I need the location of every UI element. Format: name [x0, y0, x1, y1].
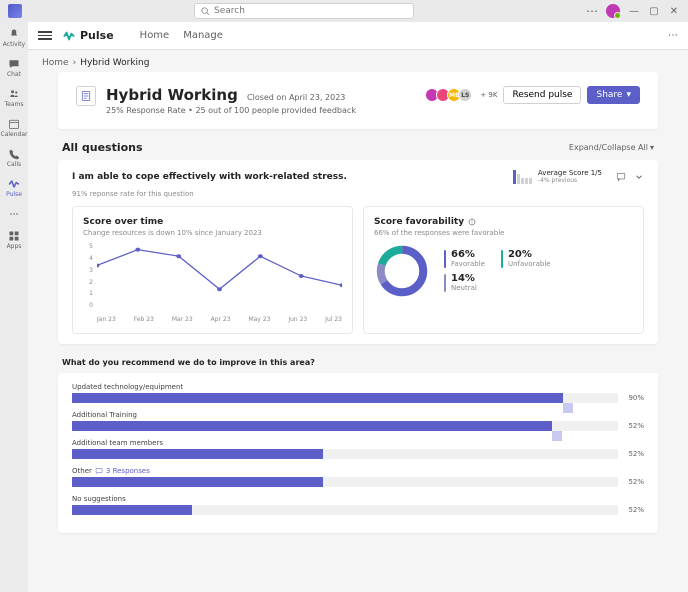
avg-score-delta: -4% previous: [538, 178, 602, 185]
rec-row: Other 3 Responses52%: [72, 467, 644, 487]
question-card: I am able to cope effectively with work-…: [58, 160, 658, 344]
rail-calls[interactable]: Calls: [7, 148, 21, 168]
line-chart: 012345 Jan 23Feb 23Mar 23Apr 23May 23Jun…: [83, 243, 342, 323]
breadcrumb-current: Hybrid Working: [80, 58, 149, 68]
more-icon[interactable]: ⋯: [586, 4, 598, 18]
app-rail: Activity Chat Teams Calendar Calls Pulse Apps: [0, 22, 28, 592]
rec-row: Additional Training52%: [72, 411, 644, 431]
title-bar: ⋯ — ▢ ✕: [0, 0, 688, 22]
chevron-down-icon: ▾: [626, 90, 631, 100]
user-avatar[interactable]: [606, 4, 620, 18]
rail-activity[interactable]: Activity: [3, 28, 25, 48]
app-header: Pulse Home Manage ⋯: [28, 22, 688, 50]
header-more-icon[interactable]: ⋯: [668, 30, 678, 41]
comment-icon[interactable]: [616, 172, 626, 182]
share-button[interactable]: Share▾: [587, 86, 640, 104]
rail-pulse[interactable]: Pulse: [6, 178, 22, 198]
rec-row: Additional team members52%: [72, 439, 644, 459]
info-icon[interactable]: [468, 218, 476, 226]
closed-date: Closed on April 23, 2023: [247, 93, 345, 102]
rec-row: No suggestions52%: [72, 495, 644, 515]
legend-favorable: 66%Favorable: [444, 250, 485, 268]
chevron-down-icon: ▾: [650, 143, 654, 152]
header-tabs: Home Manage: [140, 30, 223, 41]
app-name: Pulse: [80, 29, 114, 42]
question-text: I am able to cope effectively with work-…: [72, 172, 513, 182]
participant-avatars: MBLS: [428, 88, 472, 102]
panel-title: Score favorability: [374, 217, 464, 227]
participant-count: + 9K: [480, 91, 497, 99]
minimize-button[interactable]: —: [628, 5, 640, 17]
breadcrumb-root[interactable]: Home: [42, 58, 69, 68]
search-input[interactable]: [214, 6, 407, 16]
score-bars: [513, 170, 532, 184]
document-icon: [76, 86, 96, 106]
maximize-button[interactable]: ▢: [648, 5, 660, 17]
chevron-down-icon[interactable]: [634, 172, 644, 182]
rail-chat[interactable]: Chat: [7, 58, 21, 78]
menu-button[interactable]: [38, 31, 52, 40]
rail-calendar[interactable]: Calendar: [1, 118, 28, 138]
ms-logo-icon: [8, 4, 22, 18]
tab-home[interactable]: Home: [140, 30, 170, 41]
search-icon: [201, 7, 210, 16]
response-rate-note: 91% reponse rate for this question: [72, 190, 644, 198]
app-logo: Pulse: [62, 29, 114, 43]
all-questions-heading: All questions Expand/Collapse All▾: [58, 141, 658, 154]
rail-apps[interactable]: Apps: [7, 230, 22, 250]
recommendations-question: What do you recommend we do to improve i…: [58, 358, 658, 367]
legend-neutral: 14%Neutral: [444, 274, 485, 292]
score-over-time-panel: Score over time Change resources is down…: [72, 206, 353, 334]
chevron-right-icon: ›: [73, 58, 77, 68]
tab-manage[interactable]: Manage: [183, 30, 223, 41]
favorability-panel: Score favorability 66% of the responses …: [363, 206, 644, 334]
avatar[interactable]: LS: [458, 88, 472, 102]
global-search[interactable]: [194, 3, 414, 19]
rail-teams[interactable]: Teams: [5, 88, 24, 108]
breadcrumb: Home › Hybrid Working: [28, 50, 688, 72]
rec-row: Updated technology/equipment90%: [72, 383, 644, 403]
resend-button[interactable]: Resend pulse: [503, 86, 581, 104]
legend-unfavorable: 20%Unfavorable: [501, 250, 551, 268]
survey-header-card: Hybrid Working Closed on April 23, 2023 …: [58, 72, 658, 129]
rail-more[interactable]: [8, 208, 20, 220]
donut-chart: [374, 243, 430, 299]
response-meta: 25% Response Rate • 25 out of 100 people…: [106, 106, 356, 115]
close-button[interactable]: ✕: [668, 5, 680, 17]
expand-collapse-toggle[interactable]: Expand/Collapse All▾: [569, 143, 654, 152]
panel-desc: Change resources is down 10% since Janua…: [83, 229, 342, 237]
panel-title: Score over time: [83, 217, 342, 227]
survey-title: Hybrid Working: [106, 86, 238, 104]
recommendations-card: Updated technology/equipment90% Additiona…: [58, 373, 658, 533]
panel-desc: 66% of the responses were favorable: [374, 229, 633, 237]
pulse-logo-icon: [62, 29, 76, 43]
